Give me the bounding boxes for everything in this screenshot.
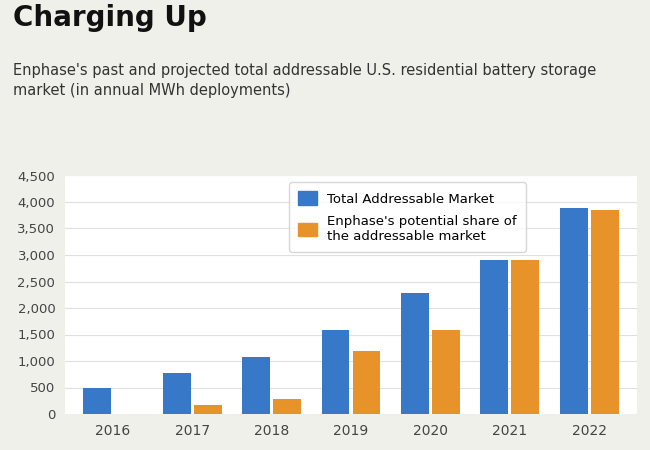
Bar: [591, 210, 619, 414]
Bar: [480, 260, 508, 414]
Text: Charging Up: Charging Up: [13, 4, 207, 32]
Bar: [401, 293, 429, 414]
Bar: [352, 351, 380, 414]
Bar: [432, 330, 460, 414]
Bar: [560, 208, 588, 414]
Bar: [322, 330, 350, 414]
Bar: [83, 388, 111, 414]
Bar: [194, 405, 222, 414]
Bar: [512, 260, 540, 414]
Bar: [162, 373, 190, 414]
Bar: [242, 357, 270, 414]
Bar: [273, 399, 301, 414]
Legend: Total Addressable Market, Enphase's potential share of
the addressable market: Total Addressable Market, Enphase's pote…: [289, 182, 526, 252]
Text: Enphase's past and projected total addressable U.S. residential battery storage
: Enphase's past and projected total addre…: [13, 63, 596, 98]
